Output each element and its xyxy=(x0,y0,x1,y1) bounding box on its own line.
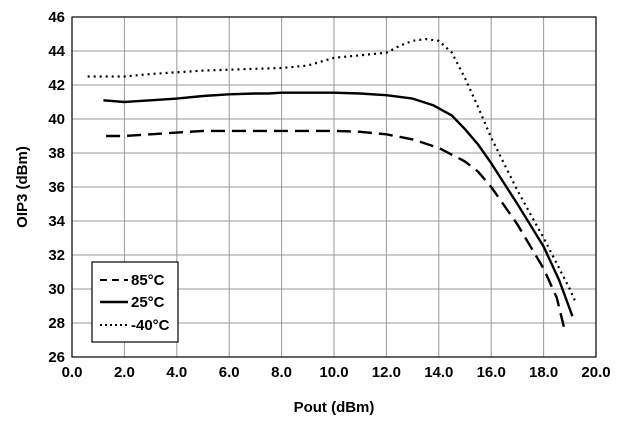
y-tick-label: 42 xyxy=(48,77,65,94)
series-line-2 xyxy=(87,38,577,302)
y-tick-label: 34 xyxy=(48,213,65,230)
x-tick-label: 0.0 xyxy=(62,364,83,381)
legend-label-25c: 25°C xyxy=(131,294,165,311)
grid xyxy=(72,17,596,357)
legend: 85°C 25°C -40°C xyxy=(91,261,179,343)
y-tick-label: 30 xyxy=(48,281,65,298)
x-tick-label: 8.0 xyxy=(271,364,292,381)
y-tick-label: 32 xyxy=(48,247,65,264)
series-line-0 xyxy=(106,129,566,331)
y-tick-label: 44 xyxy=(48,43,65,60)
y-tick-label: 38 xyxy=(48,145,65,162)
x-tick-label: 16.0 xyxy=(477,364,506,381)
y-tick-label: 26 xyxy=(48,349,65,366)
x-axis-label: Pout (dBm) xyxy=(294,399,375,416)
x-tick-label: 4.0 xyxy=(166,364,187,381)
y-tick-label: 40 xyxy=(48,111,65,128)
y-tick-label: 46 xyxy=(48,9,65,26)
x-tick-label: 14.0 xyxy=(424,364,453,381)
y-axis-label: OIP3 (dBm) xyxy=(14,146,31,228)
x-tick-label: 12.0 xyxy=(372,364,401,381)
series-line-1 xyxy=(103,91,574,317)
y-tick-label: 28 xyxy=(48,315,65,332)
x-tick-label: 18.0 xyxy=(529,364,558,381)
x-tick-label: 6.0 xyxy=(219,364,240,381)
x-tick-label: 20.0 xyxy=(581,364,610,381)
legend-label-85c: 85°C xyxy=(131,272,165,289)
series-layer xyxy=(87,38,577,331)
x-tick-labels: 0.0 2.0 4.0 6.0 8.0 10.0 12.0 14.0 16.0 18.0 20.0 xyxy=(62,364,611,381)
plot-frame xyxy=(71,16,597,358)
legend-label-minus40c: -40°C xyxy=(131,317,170,334)
x-tick-label: 2.0 xyxy=(114,364,135,381)
x-tick-label: 10.0 xyxy=(319,364,348,381)
y-tick-label: 36 xyxy=(48,179,65,196)
y-tick-labels: 26 28 30 32 34 36 38 40 42 44 46 xyxy=(48,9,65,366)
